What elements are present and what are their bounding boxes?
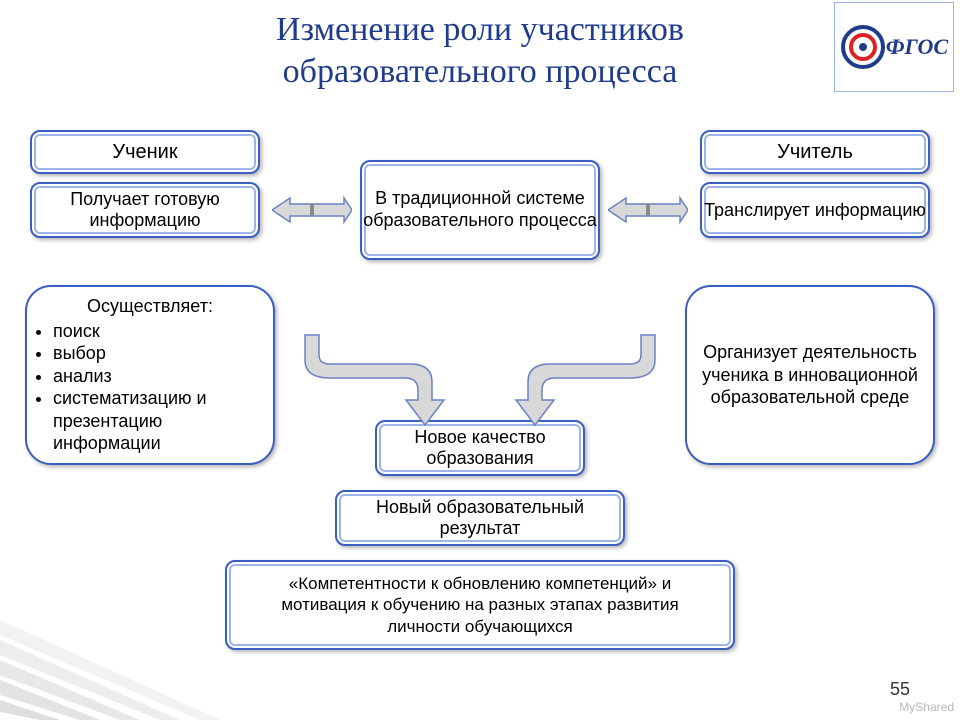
arrow-down-right-icon	[510, 330, 660, 430]
box-new-result: Новый образовательный результат	[335, 490, 625, 546]
box-student: Ученик	[30, 130, 260, 174]
box-teacher-new: Организует деятельность ученика в иннова…	[685, 285, 935, 465]
fgos-logo: ФГОС	[834, 2, 954, 92]
arrow-left-icon	[272, 195, 352, 225]
box-student-new: Осуществляет: поисквыборанализсистематиз…	[25, 285, 275, 465]
student-new-header: Осуществляет:	[87, 295, 213, 318]
fgos-logo-text: ФГОС	[886, 34, 948, 60]
arrow-down-left-icon	[300, 330, 450, 430]
student-new-list: поисквыборанализсистематизацию и презент…	[27, 320, 273, 455]
student-new-item: анализ	[53, 365, 273, 388]
box-traditional: В традиционной системе образовательного …	[360, 160, 600, 260]
decorative-stripes	[0, 560, 220, 720]
page-title-line1: Изменение роли участников	[0, 10, 960, 51]
box-student-action: Получает готовую информацию	[30, 182, 260, 238]
student-new-item: поиск	[53, 320, 273, 343]
box-teacher: Учитель	[700, 130, 930, 174]
box-teacher-action: Транслирует информацию	[700, 182, 930, 238]
page-title-line2: образовательного процесса	[0, 52, 960, 93]
student-new-item: систематизацию и презентацию информации	[53, 387, 273, 455]
fgos-logo-icon	[840, 24, 886, 70]
student-new-item: выбор	[53, 342, 273, 365]
page-number: 55	[890, 679, 910, 700]
arrow-right-icon	[608, 195, 688, 225]
box-competence: «Компетентности к обновлению компетенций…	[225, 560, 735, 650]
watermark: MyShared	[899, 700, 954, 714]
